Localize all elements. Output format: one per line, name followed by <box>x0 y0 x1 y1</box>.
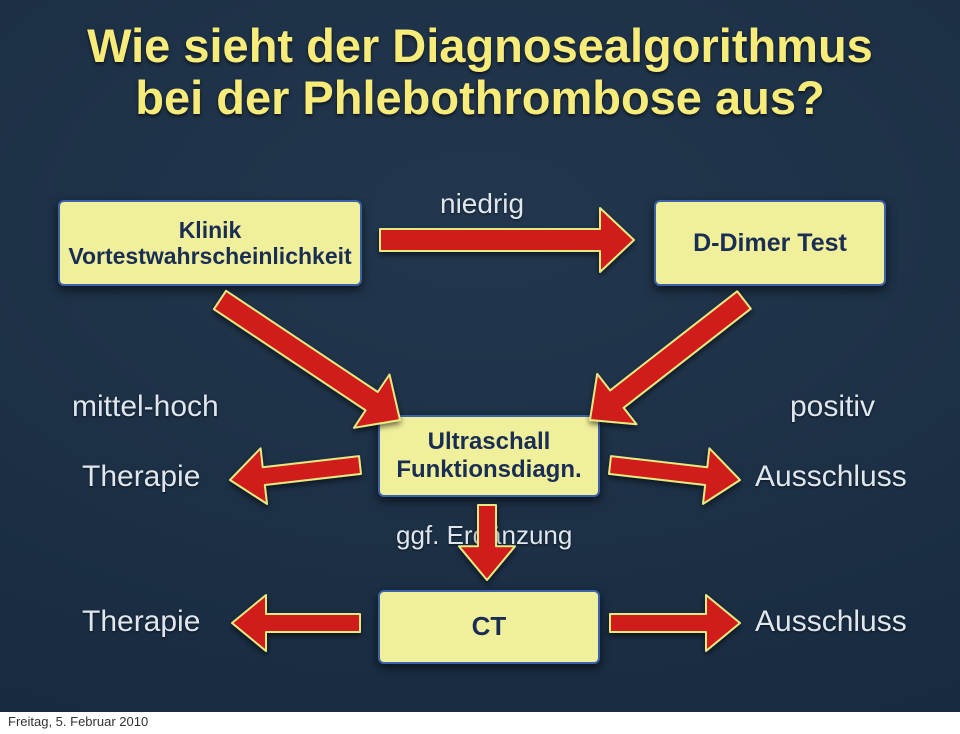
ct-to-ausschluss2-arrow <box>610 595 740 651</box>
slide-title: Wie sieht der Diagnosealgorithmus bei de… <box>40 20 920 123</box>
slide-stage: Wie sieht der Diagnosealgorithmus bei de… <box>0 0 960 734</box>
box-ct: CT <box>378 590 600 664</box>
box-ddimer: D-Dimer Test <box>654 200 886 286</box>
label-therapie-1: Therapie <box>82 460 200 494</box>
ct-to-therapie2-arrow <box>232 595 360 651</box>
label-mittel-hoch: mittel-hoch <box>72 390 219 424</box>
ultra-to-ausschluss1-arrow <box>609 448 740 504</box>
label-ausschluss-2: Ausschluss <box>755 605 907 639</box>
label-ausschluss-1: Ausschluss <box>755 460 907 494</box>
klinik-to-ultra-arrow <box>214 291 400 428</box>
label-niedrig: niedrig <box>440 188 524 220</box>
label-ggf-ergaenzung: ggf. Ergänzung <box>396 520 572 551</box>
label-positiv: positiv <box>790 390 875 424</box>
ddimer-to-ultra-arrow <box>590 291 751 424</box>
ultra-to-therapie1-arrow <box>230 448 361 504</box>
box-ultraschall: Ultraschall Funktionsdiagn. <box>378 415 600 497</box>
footer-date: Freitag, 5. Februar 2010 <box>8 714 148 729</box>
box-klinik: Klinik Vortestwahrscheinlichkeit <box>58 200 362 286</box>
label-therapie-2: Therapie <box>82 605 200 639</box>
